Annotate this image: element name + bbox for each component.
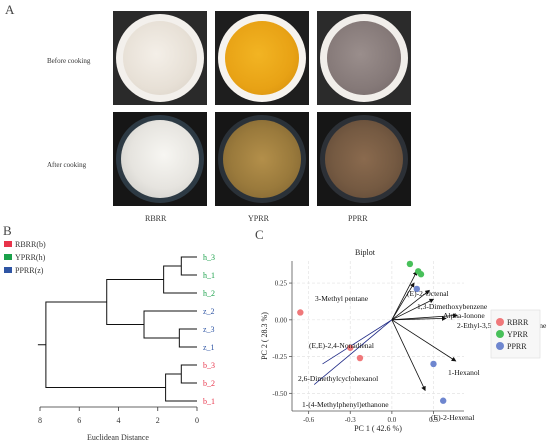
biplot-loading-arrow (391, 316, 447, 321)
biplot-legend-label-yprr: YPRR (507, 330, 529, 339)
dendrogram-branch (180, 256, 197, 276)
biplot-loading-arrow (391, 319, 426, 392)
biplot-loading-arrow (391, 289, 430, 321)
panel-b-letter: B (3, 223, 12, 238)
biplot-loading-label: 1-Hexanol (448, 368, 480, 377)
dendrogram-branches (37, 256, 197, 402)
photo-rbrr-after (113, 112, 207, 206)
dendrogram-leaf-label: z_2 (203, 307, 215, 316)
biplot-y-axis-label: PC 2 ( 28.3 %) (260, 312, 269, 360)
dendrogram: RBRR(b) YPRR(h) PPRR(z) h_3 h_1 h_2 z_2 z_3z… (4, 240, 215, 442)
biplot-loading-label: 3-Methyl pentane (315, 294, 369, 303)
biplot-point-yprr (406, 260, 414, 268)
dendrogram-leaf-label: b_2 (203, 379, 215, 388)
row-label-after: After cooking (47, 161, 87, 169)
dendrogram-leaf-label: h_1 (203, 271, 215, 280)
biplot-loading-label: (E)-2-Octenal (407, 289, 449, 298)
biplot-loading-arrow (313, 319, 393, 385)
biplot-x-axis-label: PC 1 ( 42.6 %) (354, 424, 402, 433)
dendro-tick-label: 8 (38, 416, 42, 425)
dendrogram-leaf-labels: h_3 h_1 h_2 z_2 z_3 z_1 b_3 b_2 b_1 (203, 253, 215, 406)
biplot-point-rbrr (297, 309, 304, 316)
biplot-legend-dot-rbrr (496, 318, 504, 326)
photo-yprr-after (215, 112, 309, 206)
dendrogram-branch (106, 279, 164, 325)
biplot-loading-label: Alpha-Ionone (443, 311, 485, 320)
biplot-y-tick-label: -0.50 (272, 390, 287, 398)
legend-swatch-rbrr (4, 241, 12, 247)
dendro-x-axis-label: Euclidean Distance (87, 433, 149, 442)
col-label-yprr: YPRR (248, 214, 269, 223)
biplot-point-pprr (439, 397, 447, 404)
biplot-legend-label-rbrr: RBRR (507, 318, 529, 327)
biplot-loading-arrow (391, 270, 418, 321)
biplot-loading-label: 1,3-Dimethoxybenzene (417, 302, 488, 311)
dendrogram-leaf-label: b_1 (203, 397, 215, 406)
dendrogram-leaf-label: z_1 (203, 343, 215, 352)
dendro-tick-label: 6 (77, 416, 81, 425)
dendrogram-branch (45, 301, 166, 388)
dendrogram-branch (163, 265, 197, 294)
dendro-tick-label: 4 (117, 416, 121, 425)
biplot-loading-label: (E)-2-Hexenal (431, 413, 474, 422)
biplot-point-pprr (413, 285, 421, 293)
col-label-rbrr: RBRR (145, 214, 167, 223)
biplot-x-tick-label: -0.3 (345, 416, 357, 424)
legend-label-pprr: PPRR(z) (15, 266, 44, 275)
legend-swatch-pprr (4, 267, 12, 273)
biplot: Biplot -0.6 -0.3 0.0 0.3 0.25 0.00 -0.25 -0.50… (260, 248, 547, 433)
legend-label-yprr: YPRR(h) (15, 253, 46, 262)
biplot-loading-label: 2,6-Dimethylcyclohexanol (298, 374, 378, 383)
panel-a-letter: A (5, 2, 15, 17)
biplot-y-tick-label: 0.00 (275, 316, 288, 324)
biplot-gridlines (292, 261, 464, 411)
photo-yprr-before (215, 11, 309, 105)
photo-pprr-before (317, 11, 411, 105)
biplot-loading-label: 1-(4-Methylphenyl)ethanone (302, 400, 389, 409)
biplot-point-yprr (417, 271, 425, 278)
biplot-title: Biplot (355, 248, 376, 257)
biplot-point-rbrr (347, 344, 354, 351)
biplot-loading-label: (E,E)-2,4-Nonadienal (309, 341, 374, 350)
dendro-tick-label: 0 (195, 416, 199, 425)
legend-swatch-yprr (4, 254, 12, 260)
dendrogram-branch (178, 328, 197, 348)
biplot-point-rbrr (356, 354, 364, 362)
photo-rbrr-before (113, 11, 207, 105)
biplot-x-tick-label: 0.3 (429, 416, 438, 424)
col-label-pprr: PPRR (348, 214, 368, 223)
photo-pprr-after (317, 112, 411, 206)
dendrogram-leaf-label: b_3 (203, 361, 215, 370)
biplot-point-pprr (430, 360, 437, 368)
biplot-loadings (313, 270, 458, 392)
row-label-before: Before cooking (47, 57, 91, 65)
dendro-tick-label: 2 (156, 416, 160, 425)
biplot-loading-arrow (391, 319, 457, 362)
dendrogram-leaf-label: h_3 (203, 253, 215, 262)
biplot-y-tick-label: 0.25 (275, 280, 288, 288)
dendrogram-branch (180, 364, 197, 384)
biplot-y-tick-label: -0.25 (272, 353, 287, 361)
biplot-points (297, 260, 447, 404)
biplot-legend-dot-pprr (496, 342, 504, 350)
biplot-panel (292, 261, 464, 411)
biplot-legend-label-pprr: PPRR (507, 342, 527, 351)
dendrogram-leaf-label: h_2 (203, 289, 215, 298)
legend-label-rbrr: RBRR(b) (15, 240, 46, 249)
biplot-loading-arrow (322, 319, 393, 365)
biplot-loading-arrow (391, 298, 435, 321)
biplot-x-tick-label: 0.0 (387, 416, 396, 424)
dendrogram-leaf-label: z_3 (203, 325, 215, 334)
biplot-legend-dot-yprr (496, 330, 504, 338)
dendrogram-branch (143, 310, 197, 339)
panel-c-letter: C (255, 227, 264, 242)
biplot-x-tick-label: -0.6 (303, 416, 315, 424)
biplot-loading-arrow (391, 282, 415, 321)
